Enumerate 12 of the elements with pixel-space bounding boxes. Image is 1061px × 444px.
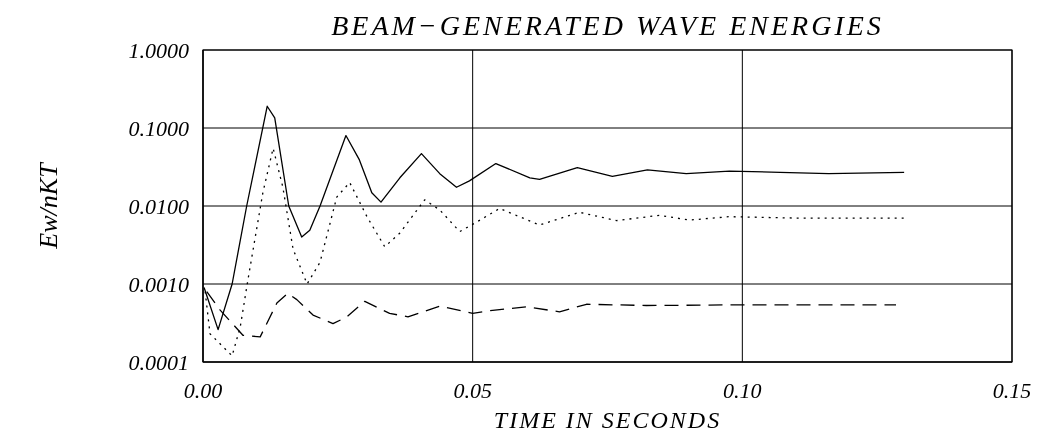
chart-title: BEAM−GENERATED WAVE ENERGIES [330, 10, 885, 42]
x-tick-label: 0.05 [453, 377, 492, 403]
x-tick-label: 0.15 [992, 377, 1032, 403]
x-tick-label: 0.00 [183, 377, 223, 403]
x-axis-title: TIME IN SECONDS [493, 407, 722, 433]
y-tick-label: 0.0001 [128, 349, 189, 375]
x-tick-label: 0.10 [723, 377, 762, 403]
y-axis-title: Ew/nKT [34, 161, 64, 250]
y-tick-label: 0.0100 [128, 193, 189, 219]
y-tick-label: 0.1000 [128, 115, 189, 141]
y-tick-label: 1.0000 [128, 37, 189, 63]
y-tick-label: 0.0010 [128, 271, 189, 297]
